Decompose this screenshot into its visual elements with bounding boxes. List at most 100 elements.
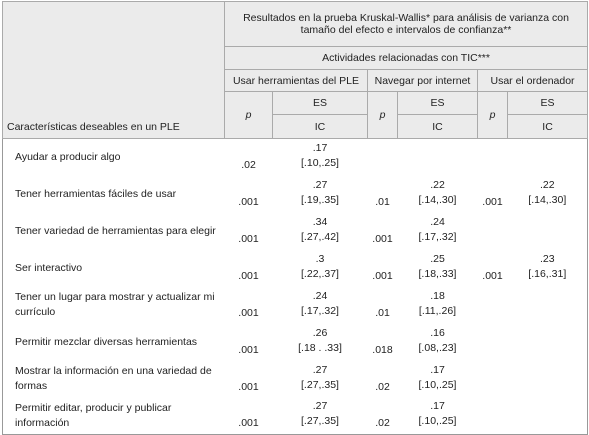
es-value: .27 xyxy=(312,363,328,376)
row-label: Permitir mezclar diversas herramientas xyxy=(15,335,198,348)
p-value: .001 xyxy=(372,269,393,282)
ic-value: [.27,.42] xyxy=(301,230,339,243)
ic-value: [.14,.30] xyxy=(418,193,457,206)
es-value: .26 xyxy=(312,326,328,339)
p-value: .001 xyxy=(238,380,259,393)
es-ic-cell: .23 [.16,.31] xyxy=(508,250,588,287)
es-value: .23 xyxy=(539,252,555,265)
empty-cell xyxy=(368,139,398,176)
ic-value: [.10,.25] xyxy=(418,415,457,427)
es-value: .27 xyxy=(312,400,328,412)
table-row: Permitir mezclar diversas herramientas .0… xyxy=(3,324,588,361)
ic-value: [.14,.30] xyxy=(528,193,567,206)
p-value: .018 xyxy=(372,343,393,356)
ic-value: [.11,.26] xyxy=(418,304,457,317)
ic-value: [.27,.35] xyxy=(301,378,339,391)
ic-value: [.17,.32] xyxy=(301,304,339,317)
es-ic-cell: .27 [.19,.35] xyxy=(273,176,368,213)
ic-header: IC xyxy=(397,114,478,139)
empty-cell xyxy=(508,361,588,398)
group-name: Usar herramientas del PLE xyxy=(224,69,368,92)
es-ic-cell: .16 [.08,.23] xyxy=(398,324,478,361)
group-name: Navegar por internet xyxy=(367,69,478,92)
es-ic-cell: .27 [.27,.35] xyxy=(273,361,368,398)
p-value: .001 xyxy=(238,269,259,282)
empty-cell xyxy=(478,398,508,435)
ic-value: [.16,.31] xyxy=(528,267,567,280)
p-value: .001 xyxy=(238,343,259,356)
p-value: .001 xyxy=(482,195,503,208)
table-row: Ayudar a producir algo .02 .17 [.10,.25] xyxy=(3,139,588,176)
empty-cell xyxy=(398,139,478,176)
es-header: ES xyxy=(272,91,368,115)
p-value: .001 xyxy=(238,306,259,319)
es-value: .17 xyxy=(430,400,445,412)
es-ic-cell: .3 [.22,.37] xyxy=(273,250,368,287)
p-value: .001 xyxy=(238,232,259,245)
empty-cell xyxy=(478,287,508,324)
table-row: Tener un lugar para mostrar y actualizar… xyxy=(3,287,588,324)
es-header: ES xyxy=(506,91,589,115)
p-value: .001 xyxy=(238,417,259,429)
empty-cell xyxy=(508,287,588,324)
es-ic-cell: .17 [.10,.25] xyxy=(398,361,478,398)
row-label: Permitir editar, producir y publicar inf… xyxy=(15,401,172,429)
table-row: Ser interactivo .001 .3 [.22,.37] .001 .25 [.1… xyxy=(3,250,588,287)
row-label: Mostrar la información en una variedad d… xyxy=(15,365,212,392)
es-ic-cell: .27 [.27,.35] xyxy=(273,398,368,435)
group-name: Usar el ordenador xyxy=(476,69,589,92)
es-value: .34 xyxy=(312,215,328,228)
ic-value: [.10,.25] xyxy=(301,156,339,169)
ic-header: IC xyxy=(506,114,589,139)
es-ic-cell: .24 [.17,.32] xyxy=(398,213,478,250)
p-header: p xyxy=(367,91,398,139)
es-value: .17 xyxy=(312,141,328,154)
row-label: Tener herramientas fáciles de usar xyxy=(15,187,177,200)
empty-cell xyxy=(478,361,508,398)
table-row: Tener herramientas fáciles de usar .001 .2… xyxy=(3,176,588,213)
p-header: p xyxy=(477,91,508,139)
ic-value: [.18 . .33] xyxy=(298,341,342,354)
es-value: .3 xyxy=(315,252,325,265)
ic-value: [.22,.37] xyxy=(301,267,339,280)
p-value: .01 xyxy=(375,195,390,208)
es-value: .24 xyxy=(430,215,445,228)
es-ic-cell: .22 [.14,.30] xyxy=(508,176,588,213)
es-value: .16 xyxy=(430,326,445,339)
ic-value: [.18,.33] xyxy=(418,267,457,280)
es-value: .22 xyxy=(430,178,445,191)
ic-value: [.27,.35] xyxy=(301,415,339,427)
es-ic-cell: .18 [.11,.26] xyxy=(398,287,478,324)
table-header: Características deseables en un PLE Resu… xyxy=(2,1,589,139)
p-value: .001 xyxy=(238,195,259,208)
table-row: Mostrar la información en una variedad d… xyxy=(3,361,588,398)
p-value: .02 xyxy=(241,158,256,171)
empty-cell xyxy=(508,324,588,361)
p-value: .02 xyxy=(375,417,390,429)
es-value: .18 xyxy=(430,289,445,302)
ic-value: [.10,.25] xyxy=(418,378,457,391)
row-header: Características deseables en un PLE xyxy=(2,1,225,139)
p-header: p xyxy=(224,91,273,139)
ic-value: [.17,.32] xyxy=(418,230,457,243)
p-value: .001 xyxy=(372,232,393,245)
es-value: .17 xyxy=(430,363,445,376)
es-ic-cell: .25 [.18,.33] xyxy=(398,250,478,287)
es-value: .25 xyxy=(430,252,445,265)
row-label: Ayudar a producir algo xyxy=(15,150,121,163)
empty-cell xyxy=(478,139,508,176)
row-label: Ser interactivo xyxy=(15,261,83,274)
table-title: Resultados en la prueba Kruskal-Wallis* … xyxy=(223,1,589,47)
table-body: Ayudar a producir algo .02 .17 [.10,.25] Ten… xyxy=(3,139,588,435)
row-label: Tener un lugar para mostrar y actualizar… xyxy=(15,291,215,318)
es-ic-cell: .17 [.10,.25] xyxy=(273,139,368,176)
es-ic-cell: .26 [.18 . .33] xyxy=(273,324,368,361)
es-value: .27 xyxy=(312,178,328,191)
row-label: Tener variedad de herramientas para eleg… xyxy=(15,224,216,237)
empty-cell xyxy=(508,139,588,176)
p-value: .001 xyxy=(482,269,503,282)
es-ic-cell: .22 [.14,.30] xyxy=(398,176,478,213)
empty-cell xyxy=(508,213,588,250)
